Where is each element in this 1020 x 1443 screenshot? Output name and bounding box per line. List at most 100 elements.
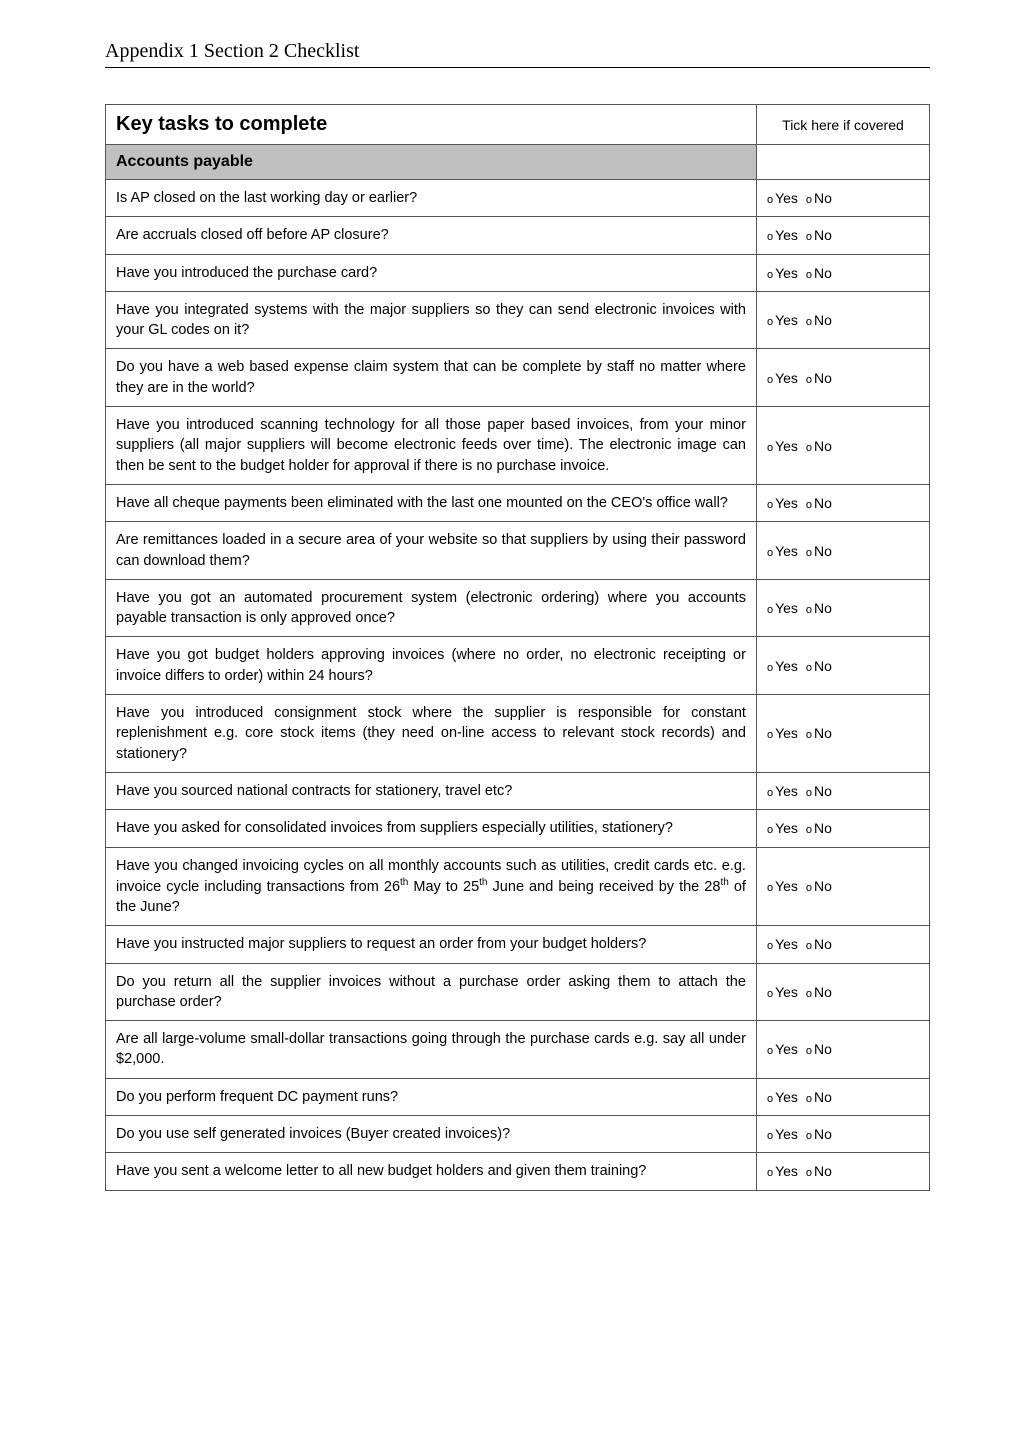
option-yes[interactable]: oYes xyxy=(767,370,798,386)
option-no[interactable]: oNo xyxy=(806,1089,832,1105)
table-row: Are remittances loaded in a secure area … xyxy=(106,522,930,580)
header-key-tasks: Key tasks to complete xyxy=(106,105,757,145)
header-tick-here: Tick here if covered xyxy=(756,105,929,145)
answer-cell: oYesoNo xyxy=(756,579,929,637)
option-no[interactable]: oNo xyxy=(806,600,832,616)
option-no[interactable]: oNo xyxy=(806,878,832,894)
option-yes[interactable]: oYes xyxy=(767,190,798,206)
option-yes[interactable]: oYes xyxy=(767,600,798,616)
option-yes[interactable]: oYes xyxy=(767,495,798,511)
option-yes[interactable]: oYes xyxy=(767,1089,798,1105)
question-cell: Are all large-volume small-dollar transa… xyxy=(106,1021,757,1079)
table-row: Are accruals closed off before AP closur… xyxy=(106,217,930,254)
option-no[interactable]: oNo xyxy=(806,1126,832,1142)
answer-cell: oYesoNo xyxy=(756,1116,929,1153)
answer-cell: oYesoNo xyxy=(756,522,929,580)
option-yes[interactable]: oYes xyxy=(767,658,798,674)
answer-cell: oYesoNo xyxy=(756,1078,929,1115)
option-yes[interactable]: oYes xyxy=(767,878,798,894)
table-row: Do you perform frequent DC payment runs?… xyxy=(106,1078,930,1115)
option-no[interactable]: oNo xyxy=(806,783,832,799)
option-yes[interactable]: oYes xyxy=(767,312,798,328)
question-cell: Have all cheque payments been eliminated… xyxy=(106,484,757,521)
answer-cell: oYesoNo xyxy=(756,254,929,291)
table-row: Have you asked for consolidated invoices… xyxy=(106,810,930,847)
question-cell: Have you introduced consignment stock wh… xyxy=(106,695,757,773)
answer-cell: oYesoNo xyxy=(756,291,929,349)
question-cell: Do you have a web based expense claim sy… xyxy=(106,349,757,407)
section-header: Accounts payable xyxy=(106,145,757,180)
option-no[interactable]: oNo xyxy=(806,370,832,386)
option-no[interactable]: oNo xyxy=(806,1041,832,1057)
question-cell: Have you introduced the purchase card? xyxy=(106,254,757,291)
option-yes[interactable]: oYes xyxy=(767,438,798,454)
table-row: Have you got an automated procurement sy… xyxy=(106,579,930,637)
question-cell: Have you sent a welcome letter to all ne… xyxy=(106,1153,757,1190)
question-cell: Have you sourced national contracts for … xyxy=(106,772,757,809)
option-no[interactable]: oNo xyxy=(806,265,832,281)
option-yes[interactable]: oYes xyxy=(767,227,798,243)
question-cell: Have you asked for consolidated invoices… xyxy=(106,810,757,847)
option-yes[interactable]: oYes xyxy=(767,783,798,799)
option-no[interactable]: oNo xyxy=(806,936,832,952)
table-row: Are all large-volume small-dollar transa… xyxy=(106,1021,930,1079)
section-row: Accounts payable xyxy=(106,145,930,180)
option-yes[interactable]: oYes xyxy=(767,1041,798,1057)
answer-cell: oYesoNo xyxy=(756,407,929,485)
option-no[interactable]: oNo xyxy=(806,227,832,243)
table-row: Have you sourced national contracts for … xyxy=(106,772,930,809)
option-no[interactable]: oNo xyxy=(806,820,832,836)
question-cell: Do you return all the supplier invoices … xyxy=(106,963,757,1021)
answer-cell: oYesoNo xyxy=(756,926,929,963)
table-row: Do you use self generated invoices (Buye… xyxy=(106,1116,930,1153)
answer-cell: oYesoNo xyxy=(756,180,929,217)
title-underline xyxy=(105,67,930,68)
table-row: Is AP closed on the last working day or … xyxy=(106,180,930,217)
table-row: Have you introduced consignment stock wh… xyxy=(106,695,930,773)
option-yes[interactable]: oYes xyxy=(767,543,798,559)
answer-cell: oYesoNo xyxy=(756,772,929,809)
answer-cell: oYesoNo xyxy=(756,810,929,847)
answer-cell: oYesoNo xyxy=(756,963,929,1021)
doc-title: Appendix 1 Section 2 Checklist xyxy=(105,40,930,63)
table-row: Have you sent a welcome letter to all ne… xyxy=(106,1153,930,1190)
option-yes[interactable]: oYes xyxy=(767,1163,798,1179)
answer-cell: oYesoNo xyxy=(756,637,929,695)
answer-cell: oYesoNo xyxy=(756,217,929,254)
question-cell: Are accruals closed off before AP closur… xyxy=(106,217,757,254)
table-row: Do you have a web based expense claim sy… xyxy=(106,349,930,407)
question-cell: Have you changed invoicing cycles on all… xyxy=(106,847,757,926)
question-cell: Is AP closed on the last working day or … xyxy=(106,180,757,217)
option-no[interactable]: oNo xyxy=(806,984,832,1000)
question-cell: Do you use self generated invoices (Buye… xyxy=(106,1116,757,1153)
option-no[interactable]: oNo xyxy=(806,495,832,511)
table-row: Have you introduced the purchase card?oY… xyxy=(106,254,930,291)
table-row: Have you introduced scanning technology … xyxy=(106,407,930,485)
question-cell: Have you instructed major suppliers to r… xyxy=(106,926,757,963)
section-blank xyxy=(756,145,929,180)
answer-cell: oYesoNo xyxy=(756,695,929,773)
page: Appendix 1 Section 2 Checklist Key tasks… xyxy=(0,0,1020,1251)
option-no[interactable]: oNo xyxy=(806,1163,832,1179)
option-yes[interactable]: oYes xyxy=(767,936,798,952)
table-row: Have you instructed major suppliers to r… xyxy=(106,926,930,963)
option-yes[interactable]: oYes xyxy=(767,1126,798,1142)
option-no[interactable]: oNo xyxy=(806,312,832,328)
option-yes[interactable]: oYes xyxy=(767,725,798,741)
answer-cell: oYesoNo xyxy=(756,1153,929,1190)
table-row: Have all cheque payments been eliminated… xyxy=(106,484,930,521)
option-no[interactable]: oNo xyxy=(806,190,832,206)
question-cell: Are remittances loaded in a secure area … xyxy=(106,522,757,580)
option-no[interactable]: oNo xyxy=(806,543,832,559)
option-no[interactable]: oNo xyxy=(806,658,832,674)
option-yes[interactable]: oYes xyxy=(767,265,798,281)
table-row: Do you return all the supplier invoices … xyxy=(106,963,930,1021)
answer-cell: oYesoNo xyxy=(756,847,929,926)
answer-cell: oYesoNo xyxy=(756,349,929,407)
option-yes[interactable]: oYes xyxy=(767,984,798,1000)
question-cell: Have you introduced scanning technology … xyxy=(106,407,757,485)
option-yes[interactable]: oYes xyxy=(767,820,798,836)
option-no[interactable]: oNo xyxy=(806,725,832,741)
table-row: Have you integrated systems with the maj… xyxy=(106,291,930,349)
option-no[interactable]: oNo xyxy=(806,438,832,454)
